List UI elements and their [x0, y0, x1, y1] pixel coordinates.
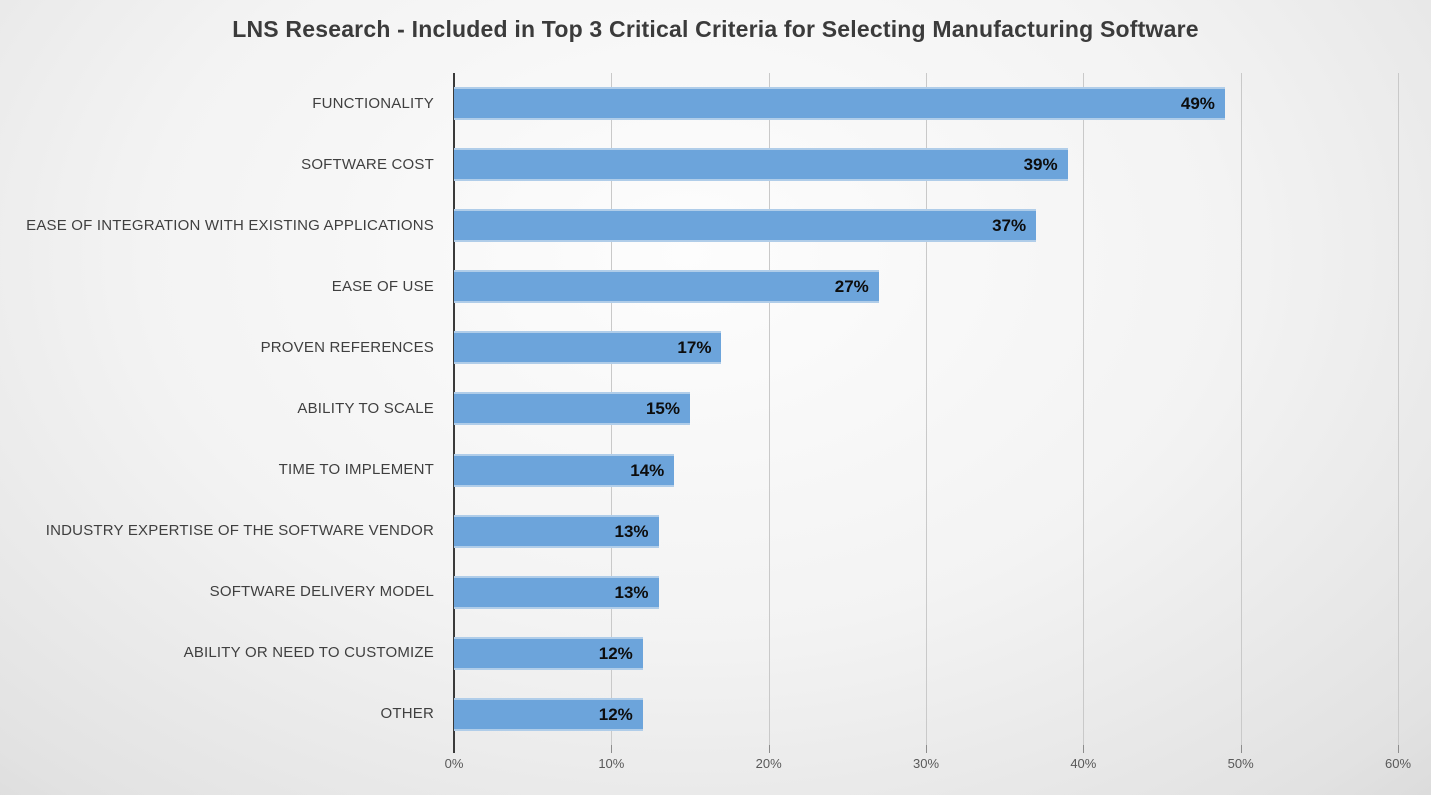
- bar-ease-of-integration-with-existing-applications: 37%: [454, 209, 1037, 243]
- gridline: [1398, 73, 1399, 745]
- bar-value-label: 27%: [834, 277, 869, 297]
- x-axis-tick: [1083, 745, 1085, 753]
- bar-software-cost: 39%: [454, 148, 1068, 182]
- x-tick-label: 50%: [1227, 756, 1254, 771]
- bar-value-label: 13%: [614, 521, 649, 541]
- category-label: SOFTWARE DELIVERY MODEL: [209, 583, 434, 601]
- gridline: [926, 73, 927, 745]
- gridline: [1083, 73, 1085, 745]
- bar-other: 12%: [454, 697, 643, 731]
- bar-value-label: 39%: [1023, 155, 1058, 175]
- x-tick-label: 60%: [1384, 756, 1412, 771]
- bar-ease-of-use: 27%: [454, 270, 879, 304]
- bar-row: 13%: [454, 501, 1398, 562]
- category-axis: FUNCTIONALITY SOFTWARE COST EASE OF INTEGR…: [0, 73, 444, 745]
- bar-value-label: 12%: [598, 643, 633, 663]
- x-tick-label: 30%: [912, 756, 940, 771]
- bar-row: 14%: [454, 440, 1398, 501]
- category-label: OTHER: [380, 705, 434, 723]
- x-axis-tick: [1398, 745, 1399, 753]
- chart-title: LNS Research - Included in Top 3 Critica…: [232, 16, 1199, 42]
- bar-row: 17%: [454, 317, 1398, 378]
- x-axis-tick: [611, 745, 613, 753]
- gridline: [1240, 73, 1242, 745]
- bar-row: 39%: [454, 134, 1398, 195]
- bar-row: 15%: [454, 378, 1398, 439]
- bar-ability-to-scale: 15%: [454, 392, 690, 426]
- x-tick-label: 40%: [1070, 756, 1097, 771]
- plot-area: 49% 39% 37% 27% 17% 15% 14% 13% 13% 12% 12%: [453, 73, 1399, 753]
- bar-value-label: 14%: [630, 460, 665, 480]
- bar-time-to-implement: 14%: [454, 453, 675, 487]
- category-label: FUNCTIONALITY: [312, 94, 434, 112]
- bar-value-label: 37%: [992, 216, 1027, 236]
- category-label: EASE OF USE: [331, 277, 434, 295]
- bar-industry-expertise-of-the-software-vendor: 13%: [454, 514, 659, 548]
- bar-functionality: 49%: [454, 87, 1225, 121]
- bar-row: 12%: [454, 684, 1398, 745]
- category-label: SOFTWARE COST: [301, 155, 434, 173]
- bar-row: 12%: [454, 623, 1398, 684]
- bar-value-label: 49%: [1180, 94, 1215, 114]
- x-axis-tick: [1240, 745, 1242, 753]
- category-label: INDUSTRY EXPERTISE OF THE SOFTWARE VENDO…: [45, 522, 434, 540]
- bar-row: 27%: [454, 256, 1398, 317]
- category-label: EASE OF INTEGRATION WITH EXISTING APPLIC…: [26, 216, 434, 234]
- category-label: ABILITY OR NEED TO CUSTOMIZE: [183, 644, 434, 662]
- bar-row: 49%: [454, 73, 1398, 134]
- x-tick-label: 0%: [444, 756, 464, 771]
- bar-value-label: 13%: [614, 582, 649, 602]
- category-label: ABILITY TO SCALE: [297, 400, 434, 417]
- x-tick-label: 10%: [598, 756, 625, 771]
- x-tick-label: 20%: [755, 756, 782, 771]
- bar-value-label: 17%: [677, 338, 712, 358]
- bar-row: 13%: [454, 562, 1398, 623]
- bar-software-delivery-model: 13%: [454, 575, 659, 609]
- category-label: TIME TO IMPLEMENT: [278, 461, 434, 479]
- category-label: PROVEN REFERENCES: [260, 338, 434, 356]
- x-axis-tick: [768, 745, 770, 753]
- bar-value-label: 15%: [645, 399, 680, 419]
- x-axis: 0% 10% 20% 30% 40% 50% 60%: [445, 756, 1411, 776]
- bar-value-label: 12%: [598, 704, 633, 724]
- bar-proven-references: 17%: [454, 331, 722, 365]
- x-axis-tick: [926, 745, 927, 753]
- gridline: [768, 73, 770, 745]
- bar-ability-or-need-to-customize: 12%: [454, 636, 643, 670]
- bar-row: 37%: [454, 195, 1398, 256]
